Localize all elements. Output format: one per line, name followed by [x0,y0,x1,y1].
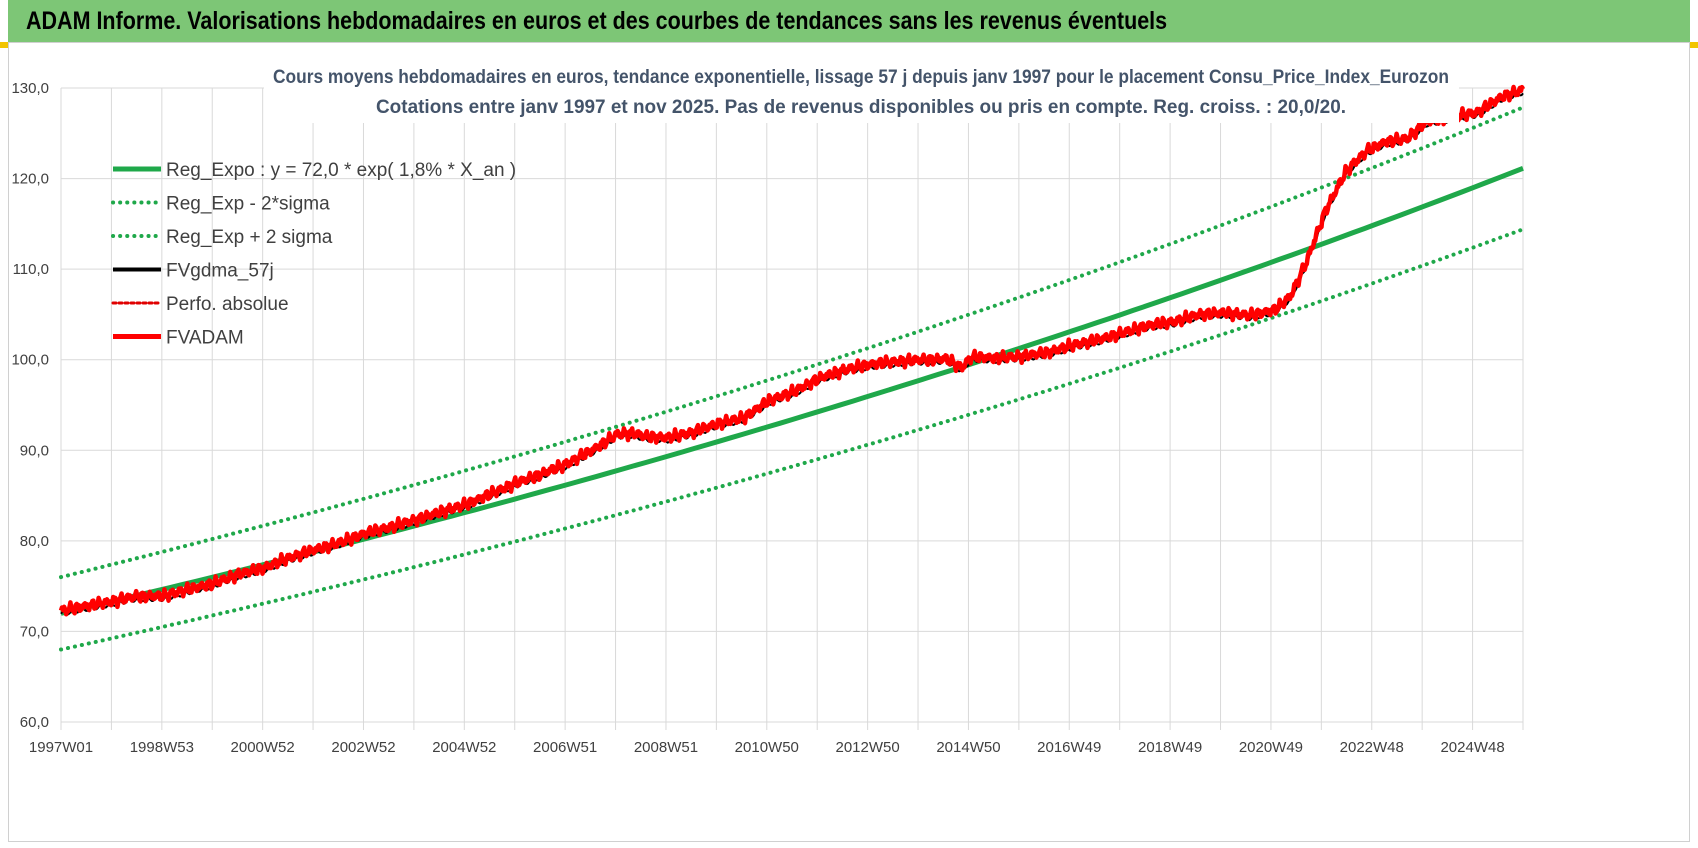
y-tick-label: 60,0 [20,714,49,731]
y-tick-label: 120,0 [11,171,49,188]
legend-label: Reg_Exp + 2 sigma [166,227,333,248]
y-axis-ticks: 60,0 70,0 80,0 90,0 100,0 110,0 120,0 130,0 [11,80,49,731]
corner-marker-right [1688,42,1698,48]
x-tick-label: 2008W51 [634,739,698,756]
header-title: ADAM Informe. Valorisations hebdomadaire… [26,7,1168,35]
y-tick-label: 100,0 [11,352,49,369]
x-tick-label: 2012W50 [836,739,900,756]
chart-area: 60,0 70,0 80,0 90,0 100,0 110,0 120,0 130,0 199… [8,42,1690,842]
x-tick-label: 2016W49 [1037,739,1101,756]
chart-subtitle: Cotations entre janv 1997 et nov 2025. P… [376,96,1346,118]
x-tick-label: 2024W48 [1440,739,1504,756]
corner-marker-left [0,42,10,48]
series-layer [58,84,1526,652]
chart-title-background [264,61,1459,123]
x-tick-label: 2010W50 [735,739,799,756]
y-tick-label: 90,0 [20,442,49,459]
vertical-gridlines [60,88,1524,730]
chart-legend: Reg_Expo : y = 72,0 * exp( 1,8% * X_an )… [111,160,516,349]
y-tick-label: 80,0 [20,533,49,550]
reg-plus-2sigma-line [59,105,1525,580]
x-tick-label: 2004W52 [432,739,496,756]
legend-label: Reg_Exp - 2*sigma [166,194,330,215]
horizontal-gridlines [61,87,1523,723]
legend-label: FVgdma_57j [166,261,274,282]
y-tick-label: 70,0 [20,623,49,640]
x-tick-label: 2006W51 [533,739,597,756]
y-tick-label: 110,0 [13,261,49,278]
x-axis-ticks: 1997W01 1998W53 2000W52 2002W52 2004W52 2006W… [29,739,1505,756]
x-tick-label: 2014W50 [936,739,1000,756]
header-bar: ADAM Informe. Valorisations hebdomadaire… [8,0,1690,42]
chart-svg: 60,0 70,0 80,0 90,0 100,0 110,0 120,0 130,0 199… [11,61,1526,756]
legend-label: FVADAM [166,328,244,349]
legend-label: Reg_Expo : y = 72,0 * exp( 1,8% * X_an ) [166,160,516,181]
fvadam-line [58,84,1526,617]
x-tick-label: 1997W01 [29,739,93,756]
legend-label: Perfo. absolue [166,294,289,315]
x-tick-label: 2000W52 [231,739,295,756]
y-tick-label: 130,0 [11,80,49,97]
chart-title: Cours moyens hebdomadaires en euros, ten… [273,66,1449,88]
x-tick-label: 1998W53 [130,739,194,756]
x-tick-label: 2002W52 [331,739,395,756]
x-tick-label: 2022W48 [1340,739,1404,756]
x-tick-label: 2018W49 [1138,739,1202,756]
x-tick-label: 2020W49 [1239,739,1303,756]
reg-minus-2sigma-line [59,227,1525,652]
